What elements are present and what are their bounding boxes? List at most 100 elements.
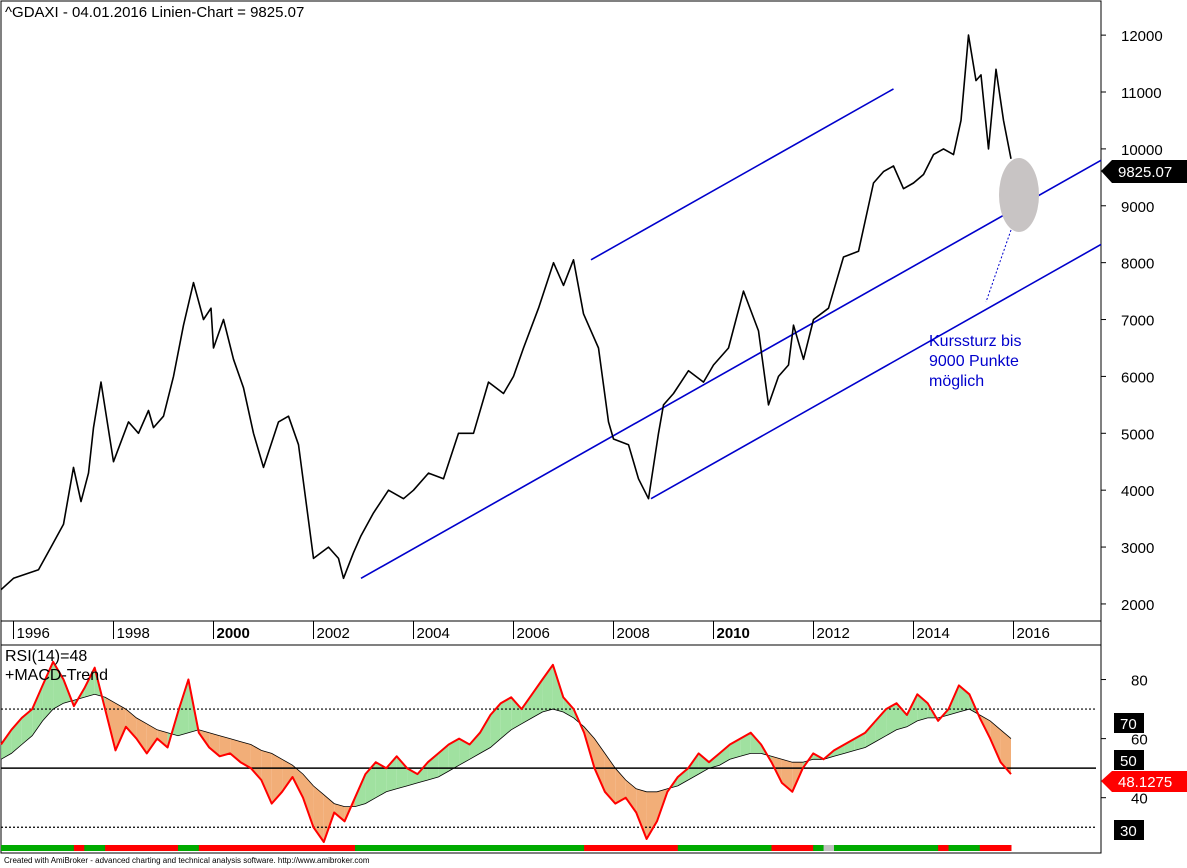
annotation-line-1: Kurssturz bis — [929, 333, 1021, 350]
trend-bar-segment — [698, 845, 710, 851]
rsi-fill-segment — [11, 717, 22, 754]
trend-bar-segment — [886, 845, 897, 851]
rsi-fill-segment — [906, 694, 918, 727]
trend-bar-segment — [271, 845, 283, 851]
price-x-tick-label: 1998 — [117, 625, 150, 642]
trend-bar-segment — [625, 845, 637, 851]
rsi-fill-segment — [115, 703, 126, 751]
trend-bar-segment — [209, 845, 221, 851]
trend-bar-segment — [532, 845, 543, 851]
trend-bar-segment — [282, 845, 294, 851]
trend-bar-segment — [511, 845, 523, 851]
price-y-tick-label: 12000 — [1121, 28, 1163, 45]
trend-bar-segment — [656, 845, 668, 851]
rsi-fill-segment — [334, 803, 345, 822]
trend-bar-segment — [750, 845, 762, 851]
rsi-fill-segment — [448, 738, 460, 772]
last-rsi-label: 48.1275 — [1118, 774, 1172, 791]
rsi-fill-segment — [594, 738, 605, 792]
rsi-fill-segment — [688, 753, 699, 780]
annotation-pointer — [985, 229, 1012, 303]
price-x-tick-label: 2002 — [317, 625, 350, 642]
trend-bar-segment — [833, 845, 845, 851]
trend-bar-segment — [896, 845, 908, 851]
trend-bar-segment — [219, 845, 231, 851]
rsi-fill-segment — [1000, 729, 1011, 775]
rsi-y-tick-label: 40 — [1131, 791, 1148, 808]
rsi-fill-segment — [709, 753, 720, 769]
trend-bar-segment — [53, 845, 64, 851]
price-x-tick-label: 2014 — [917, 625, 950, 642]
trend-bar-segment — [958, 845, 970, 851]
price-x-tick-label: 2012 — [817, 625, 850, 642]
trend-bar-segment — [875, 845, 887, 851]
rsi-fill-segment — [219, 735, 231, 757]
trend-bar-segment — [979, 845, 991, 851]
price-y-tick-label: 5000 — [1121, 426, 1154, 443]
rsi-fill-segment — [958, 685, 970, 712]
channel-line — [650, 243, 1102, 500]
trend-bar-segment — [167, 845, 179, 851]
rsi-fill-segment — [636, 788, 647, 839]
trend-bar-segment — [469, 845, 481, 851]
rsi-fill-segment — [677, 768, 689, 786]
macd-trend-bar — [1, 845, 1012, 851]
trend-bar-segment — [490, 845, 502, 851]
rsi-fill-segment — [532, 679, 543, 718]
last-price-marker: 9825.07 — [1101, 160, 1187, 183]
price-x-tick-label: 2008 — [617, 625, 650, 642]
trend-bar-segment — [344, 845, 356, 851]
rsi-fill-segment — [719, 744, 730, 766]
rsi-title: RSI(14)=48 — [5, 648, 87, 665]
rsi-fill-segment — [563, 697, 574, 718]
trend-bar-segment — [292, 845, 304, 851]
trend-bar-segment — [948, 845, 960, 851]
trend-bar-segment — [938, 845, 950, 851]
trend-bar-segment — [240, 845, 252, 851]
trend-bar-segment — [917, 845, 929, 851]
rsi-fill-segment — [32, 685, 43, 736]
rsi-fill-segment — [53, 661, 64, 710]
rsi-y-tick-label: 60 — [1131, 732, 1148, 749]
trend-bar-segment — [552, 845, 564, 851]
rsi-panel: RSI(14)=48 +MACD-Trend 40 60 80 70 50 30 4… — [0, 644, 1187, 854]
trend-bar-segment — [615, 845, 627, 851]
trend-bar-segment — [521, 845, 533, 851]
rsi-fill-segment — [136, 717, 147, 754]
rsi-fill-segment — [834, 744, 845, 757]
price-y-tick-label: 8000 — [1121, 256, 1154, 273]
trend-bar-segment — [604, 845, 616, 851]
trend-bar-segment — [969, 845, 981, 851]
price-y-tick-label: 9000 — [1121, 199, 1154, 216]
trend-bar-segment — [334, 845, 346, 851]
price-y-tick-label: 6000 — [1121, 369, 1154, 386]
level-label-30: 30 — [1120, 823, 1137, 840]
trend-bar-segment — [32, 845, 44, 851]
rsi-fill-segment — [271, 753, 283, 804]
trend-bar-segment — [115, 845, 127, 851]
trend-bar-segment — [990, 845, 1002, 851]
rsi-fill-segment — [844, 738, 855, 754]
rsi-fill-segment — [230, 738, 241, 763]
rsi-fill-segment — [750, 732, 762, 754]
rsi-y-axis: 40 60 80 — [1101, 673, 1148, 808]
price-y-tick-label: 2000 — [1121, 597, 1154, 614]
rsi-fill-segment — [698, 753, 709, 775]
price-y-tick-label: 11000 — [1121, 85, 1162, 102]
trend-bar-segment — [84, 845, 96, 851]
trend-bar-segment — [719, 845, 731, 851]
price-y-tick-label: 4000 — [1121, 483, 1154, 500]
trend-bar-segment — [230, 845, 241, 851]
rsi-fill-segment — [917, 694, 928, 721]
rsi-fill-segment — [552, 664, 564, 712]
rsi-fill-segment — [21, 709, 33, 745]
level-label-50: 50 — [1120, 753, 1137, 770]
channel-line — [360, 159, 1102, 580]
rsi-fill-segment — [157, 729, 168, 748]
trend-bar-segment — [375, 845, 387, 851]
channel-line — [590, 88, 894, 261]
trend-bar-segment — [802, 845, 814, 851]
price-y-axis: 2000 3000 4000 5000 6000 7000 8000 9000 10000 110… — [1101, 28, 1163, 614]
trend-bar-segment — [313, 845, 325, 851]
trend-bar-segment — [667, 845, 679, 851]
